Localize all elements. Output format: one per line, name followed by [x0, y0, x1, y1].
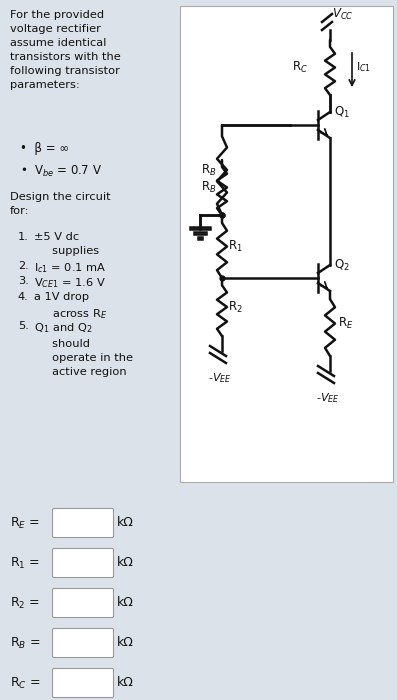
Text: -V$_{EE}$: -V$_{EE}$ [208, 371, 232, 385]
Text: -V$_{EE}$: -V$_{EE}$ [316, 391, 340, 405]
Text: I$_{C1}$: I$_{C1}$ [356, 61, 371, 74]
FancyBboxPatch shape [52, 549, 114, 578]
Bar [180, 6, 393, 482]
Text: V$_{CC}$: V$_{CC}$ [332, 6, 354, 22]
Text: 1.: 1. [18, 232, 29, 242]
Text: Q$_1$: Q$_1$ [334, 105, 350, 120]
Text: V$_{CE1}$ = 1.6 V: V$_{CE1}$ = 1.6 V [34, 276, 106, 290]
Text: R$_B$: R$_B$ [200, 180, 216, 195]
Text: ±5 V dc
     supplies: ±5 V dc supplies [34, 232, 99, 256]
Text: R$_E$ =: R$_E$ = [10, 515, 40, 531]
Text: Q$_2$: Q$_2$ [334, 258, 350, 273]
FancyBboxPatch shape [52, 589, 114, 617]
Text: R$_C$: R$_C$ [292, 60, 308, 75]
FancyBboxPatch shape [52, 508, 114, 538]
Text: kΩ: kΩ [117, 636, 134, 650]
Text: kΩ: kΩ [117, 517, 134, 529]
Text: kΩ: kΩ [117, 556, 134, 570]
Text: R$_1$: R$_1$ [228, 239, 243, 254]
Text: 4.: 4. [18, 292, 29, 302]
Text: 2.: 2. [18, 261, 29, 271]
Text: For the provided
voltage rectifier
assume identical
transistors with the
followi: For the provided voltage rectifier assum… [10, 10, 121, 90]
Text: R$_B$ =: R$_B$ = [10, 636, 40, 650]
Text: R$_1$ =: R$_1$ = [10, 556, 40, 570]
Text: R$_2$ =: R$_2$ = [10, 596, 40, 610]
Text: R$_E$: R$_E$ [338, 316, 353, 331]
FancyBboxPatch shape [52, 668, 114, 697]
FancyBboxPatch shape [52, 629, 114, 657]
Text: Design the circuit
for:: Design the circuit for: [10, 192, 111, 216]
Text: Q$_1$ and Q$_2$
     should
     operate in the
     active region: Q$_1$ and Q$_2$ should operate in the ac… [34, 321, 133, 377]
Text: R$_C$ =: R$_C$ = [10, 676, 40, 690]
Text: •  β = ∞: • β = ∞ [20, 142, 69, 155]
Text: kΩ: kΩ [117, 676, 134, 690]
Text: kΩ: kΩ [117, 596, 134, 610]
Text: R$_B$: R$_B$ [200, 162, 216, 178]
Text: •  V$_{be}$ = 0.7 V: • V$_{be}$ = 0.7 V [20, 164, 102, 179]
Text: 3.: 3. [18, 276, 29, 286]
Text: I$_{c1}$ = 0.1 mA: I$_{c1}$ = 0.1 mA [34, 261, 106, 275]
Text: 5.: 5. [18, 321, 29, 331]
Text: a 1V drop
     across R$_E$: a 1V drop across R$_E$ [34, 292, 108, 321]
Text: R$_2$: R$_2$ [228, 300, 243, 314]
